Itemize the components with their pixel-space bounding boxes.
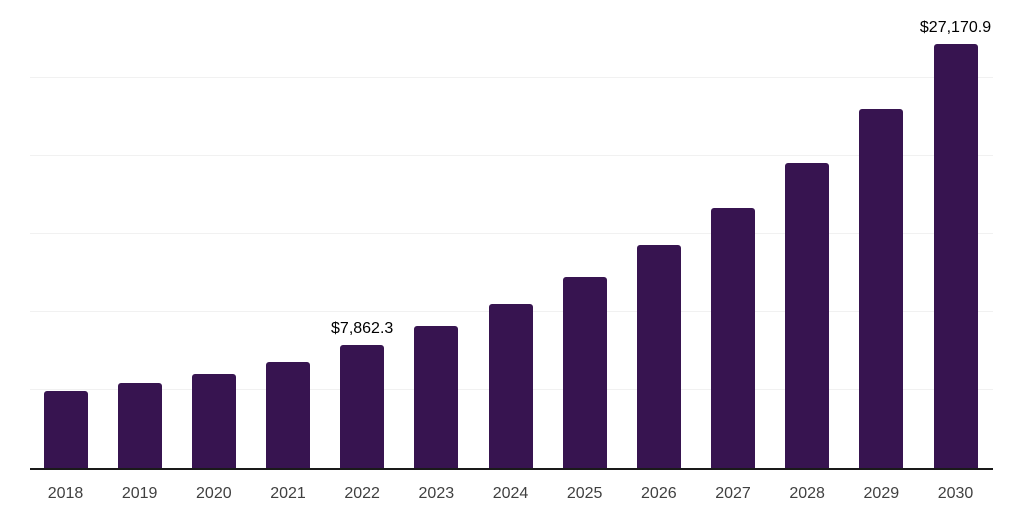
x-tick-2020: 2020 xyxy=(196,485,232,502)
x-tick-2027: 2027 xyxy=(715,485,751,502)
data-label-2030: $27,170.9 xyxy=(919,19,992,37)
bar-2021[interactable] xyxy=(266,361,310,468)
x-tick-2024: 2024 xyxy=(492,485,529,502)
plot-area: $7,862.3 $27,170.9 xyxy=(30,2,993,470)
x-tick-2018: 2018 xyxy=(47,485,84,502)
gridline-15000 xyxy=(30,233,993,234)
bar-2026[interactable] xyxy=(636,245,681,468)
x-tick-2025: 2025 xyxy=(566,485,603,502)
bar-2028[interactable] xyxy=(785,162,830,468)
x-axis-labels: 2018 2019 2020 2021 2022 2023 2024 2025 2026 2027… xyxy=(30,482,993,506)
gridline-25000 xyxy=(30,77,993,78)
bar-2019[interactable] xyxy=(117,383,162,468)
gridline-20000 xyxy=(30,155,993,156)
bar-2023[interactable] xyxy=(414,325,459,468)
x-tick-2022: 2022 xyxy=(344,485,380,502)
bar-2030[interactable] xyxy=(933,44,978,468)
x-tick-2023: 2023 xyxy=(418,485,455,502)
data-label-2022: $7,862.3 xyxy=(331,320,394,338)
x-tick-2021: 2021 xyxy=(270,485,306,502)
bar-2024[interactable] xyxy=(488,303,533,468)
bar-2029[interactable] xyxy=(859,108,904,468)
bar-2025[interactable] xyxy=(562,277,607,468)
bar-2027[interactable] xyxy=(711,207,755,468)
x-tick-2028: 2028 xyxy=(789,485,825,502)
x-tick-2030: 2030 xyxy=(937,485,974,502)
x-tick-2029: 2029 xyxy=(863,485,900,502)
x-tick-2026: 2026 xyxy=(641,485,677,502)
bar-2022[interactable] xyxy=(340,345,385,468)
x-tick-2019: 2019 xyxy=(121,485,158,502)
bar-2020[interactable] xyxy=(191,374,236,468)
bar-2018[interactable] xyxy=(43,391,88,468)
